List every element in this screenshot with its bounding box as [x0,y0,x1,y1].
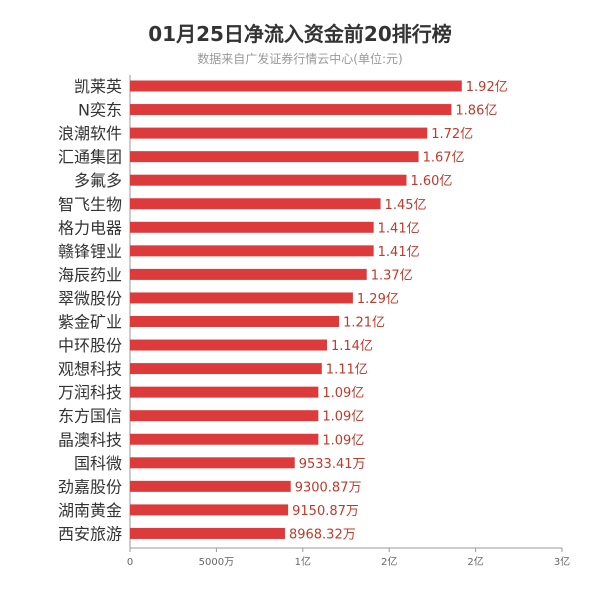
x-tick-label: 5000万 [199,557,234,568]
x-tick-label: 2亿 [381,555,397,568]
data-label: 1.09亿 [322,410,364,425]
data-label: 8968.32万 [289,527,356,542]
data-label: 1.41亿 [378,245,420,260]
data-label: 1.37亿 [371,268,413,283]
data-label: 1.92亿 [466,80,508,95]
chart-subtitle: 数据来自广发证券行情云中心(单位:元) [197,52,403,66]
data-label: 1.09亿 [322,386,364,401]
category-label: 翠微股份 [58,289,122,308]
x-tick-label: 2亿 [467,555,483,568]
bar [130,339,327,351]
data-label: 1.09亿 [322,433,364,448]
bar [130,433,319,445]
category-label: 湖南黄金 [58,501,122,520]
bar [130,268,367,280]
category-label: 智飞生物 [58,195,122,214]
category-label: 紫金矿业 [58,313,122,332]
category-label: 劲嘉股份 [58,477,122,496]
data-label: 9300.87万 [295,480,362,495]
category-label: 万润科技 [58,383,122,402]
data-label: 1.14亿 [331,339,373,354]
data-label: 1.86亿 [455,104,497,119]
bar [130,386,319,398]
bar [130,410,319,422]
category-label: 晶澳科技 [58,430,122,449]
bar [130,363,322,375]
category-label: 凯莱英 [74,77,122,96]
data-label: 1.21亿 [343,316,385,331]
category-label: N奕东 [78,101,122,120]
data-label: 1.41亿 [378,221,420,236]
bar [130,151,419,163]
bar [130,457,295,469]
x-tick-label: 0 [127,557,133,568]
bar [130,504,289,516]
bar [130,104,452,116]
chart-title: 01月25日净流入资金前20排行榜 [148,22,452,46]
category-label: 格力电器 [58,218,122,237]
bar [130,221,374,233]
data-label: 1.67亿 [423,151,465,166]
bar [130,198,381,210]
bar [130,480,291,492]
bar [130,174,407,186]
category-label: 海辰药业 [58,265,122,284]
data-label: 1.72亿 [431,127,473,142]
category-label: 国科微 [74,454,122,473]
bar [130,316,340,327]
category-label: 西安旅游 [58,524,122,543]
bar [130,127,428,139]
category-label: 汇通集团 [58,148,122,167]
bar [130,292,353,304]
data-label: 9533.41万 [299,457,366,472]
data-label: 1.11亿 [326,363,368,378]
category-label: 东方国信 [58,407,122,426]
data-label: 1.29亿 [357,292,399,307]
category-label: 观想科技 [58,360,122,379]
data-label: 1.60亿 [410,174,452,189]
category-label: 中环股份 [58,336,122,355]
x-tick-label: 3亿 [554,555,570,568]
category-label: 浪潮软件 [58,124,122,143]
bar [130,80,462,92]
x-tick-label: 1亿 [295,555,311,568]
bar [130,245,374,257]
data-label: 9150.87万 [292,504,359,519]
category-label: 赣锋锂业 [58,242,122,261]
category-label: 多氟多 [74,171,122,190]
data-label: 1.45亿 [385,198,427,213]
bar [130,527,285,539]
